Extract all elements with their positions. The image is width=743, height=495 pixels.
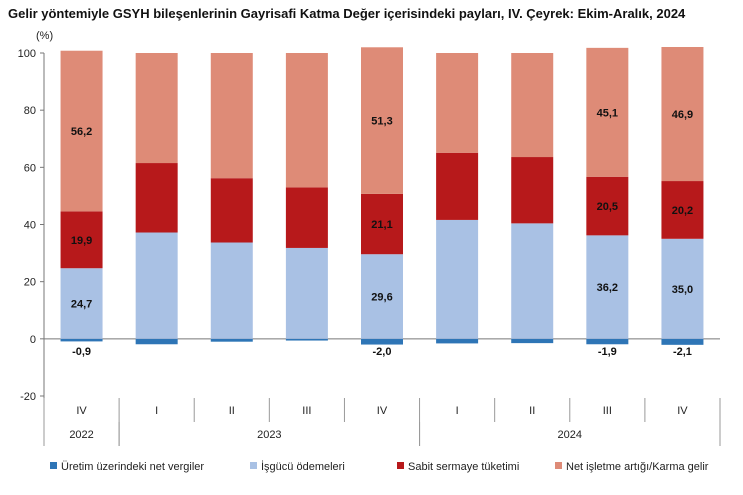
bar-segment (135, 338, 178, 345)
bar-segment (661, 338, 704, 345)
bar-segment (210, 338, 253, 342)
bar-segment (361, 47, 403, 194)
quarter-label: II (229, 405, 235, 417)
legend-label: İşgücü ödemeleri (261, 460, 345, 473)
bar-segment (285, 187, 328, 248)
bar-segment (436, 338, 479, 344)
data-label: 46,9 (672, 109, 693, 121)
y-tick-label: 60 (24, 162, 36, 174)
data-label: -1,9 (598, 346, 617, 358)
bar-segment (661, 46, 704, 182)
quarter-label: I (155, 405, 158, 417)
bar-segment (210, 178, 253, 243)
data-label: -0,9 (72, 346, 91, 358)
legend-label: Net işletme artığı/Karma gelir (566, 461, 709, 473)
bar-segment (135, 232, 178, 339)
data-label: 20,5 (597, 201, 618, 213)
bar-segment (436, 152, 479, 220)
bar-segment (285, 247, 328, 339)
bar-segment (661, 181, 704, 239)
bar-segment (135, 53, 178, 164)
bar-segment (436, 53, 479, 153)
legend-label: Üretim üzerindeki net vergiler (61, 461, 204, 473)
data-label: -2,0 (373, 346, 392, 358)
bar-segment (586, 235, 629, 339)
data-label: 19,9 (71, 235, 92, 247)
data-label: 20,2 (672, 205, 693, 217)
legend-swatch (50, 462, 57, 469)
bar-segment (511, 223, 554, 339)
data-label: 45,1 (597, 107, 618, 119)
y-tick-label: -20 (20, 391, 36, 403)
bar-segment (361, 254, 403, 339)
bar-segment (135, 163, 178, 233)
bar-segment (511, 338, 554, 344)
bar-segment (60, 268, 103, 339)
bar-segment (285, 53, 328, 188)
quarter-label: IV (377, 405, 388, 417)
legend-label: Sabit sermaye tüketimi (408, 461, 519, 473)
y-tick-label: 40 (24, 220, 36, 232)
data-label: 24,7 (71, 299, 92, 311)
bar-segment (210, 242, 253, 339)
bar-segment (60, 50, 103, 212)
data-label: 36,2 (597, 282, 618, 294)
bar-segment (60, 338, 103, 342)
bar-segment (511, 53, 554, 158)
bar-segment (361, 338, 403, 345)
data-label: 35,0 (672, 284, 693, 296)
bar-segment (436, 219, 479, 339)
legend-swatch (555, 462, 562, 469)
bar-segment (361, 193, 403, 255)
data-label: 21,1 (371, 219, 392, 231)
data-label: -2,1 (673, 346, 692, 358)
quarter-label: III (302, 405, 311, 417)
bar-segment (586, 47, 629, 177)
bar-segment (661, 238, 704, 339)
bar-segment (210, 53, 253, 179)
y-tick-label: 0 (30, 334, 36, 346)
quarter-label: IV (76, 405, 87, 417)
quarter-label: III (603, 405, 612, 417)
y-tick-label: 20 (24, 277, 36, 289)
year-label: 2022 (69, 429, 93, 441)
data-label: 51,3 (371, 116, 392, 128)
data-label: 29,6 (371, 292, 392, 304)
quarter-label: IV (677, 405, 688, 417)
bar-segment (285, 338, 328, 341)
legend-swatch (250, 462, 257, 469)
y-tick-label: 80 (24, 105, 36, 117)
bar-segment (586, 176, 629, 236)
data-label: 56,2 (71, 126, 92, 138)
quarter-label: II (529, 405, 535, 417)
quarter-label: I (456, 405, 459, 417)
bar-segment (60, 211, 103, 269)
year-label: 2024 (558, 429, 582, 441)
y-axis-unit-label: (%) (36, 30, 53, 42)
chart-title: Gelir yöntemiyle GSYH bileşenlerinin Gay… (8, 6, 686, 21)
y-tick-label: 100 (18, 48, 36, 60)
year-label: 2023 (257, 429, 281, 441)
bar-segment (511, 157, 554, 224)
legend-swatch (397, 462, 404, 469)
bar-segment (586, 338, 629, 345)
